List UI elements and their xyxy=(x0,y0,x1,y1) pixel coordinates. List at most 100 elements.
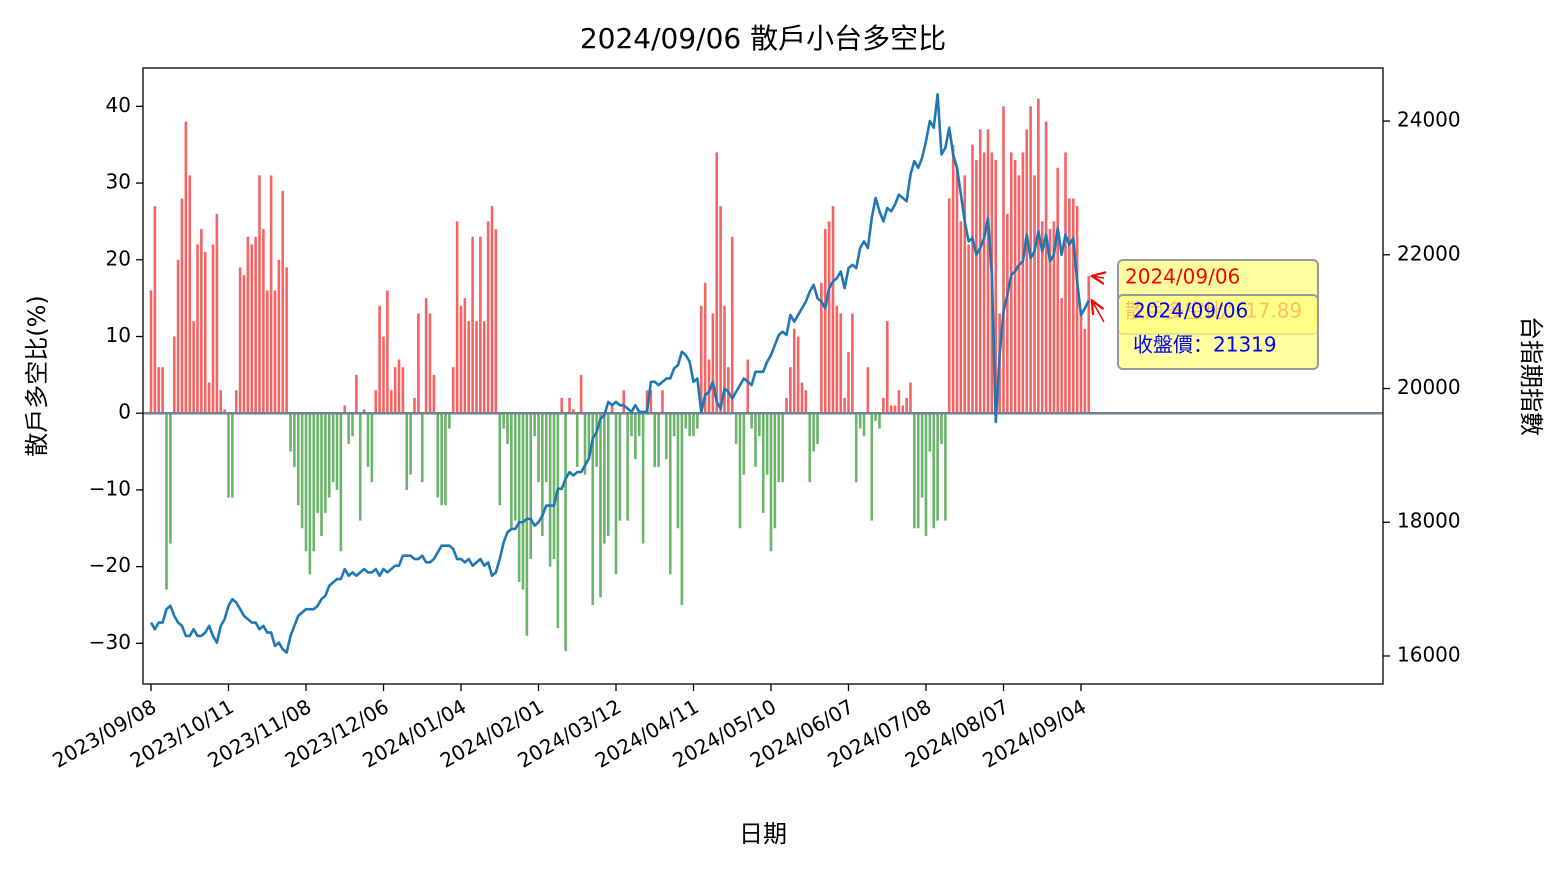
bar xyxy=(316,413,319,513)
bar xyxy=(874,413,877,421)
bar xyxy=(978,129,982,414)
bar xyxy=(343,405,347,414)
bar xyxy=(858,413,862,429)
bar xyxy=(327,413,331,498)
bar xyxy=(668,413,672,575)
bar xyxy=(494,229,498,414)
bar xyxy=(420,413,424,483)
bar xyxy=(994,160,998,414)
bar xyxy=(967,244,970,414)
bar xyxy=(723,305,726,414)
bar xyxy=(436,413,440,498)
bar xyxy=(1064,152,1067,414)
bar xyxy=(622,390,626,414)
bar xyxy=(1025,129,1029,414)
bar xyxy=(308,413,312,575)
y-tick-label: −10 xyxy=(89,476,131,500)
bar xyxy=(738,413,742,529)
annotation-arrow xyxy=(1092,276,1104,278)
bar xyxy=(758,413,761,437)
annotation-text: 收盤價：21319 xyxy=(1133,333,1277,357)
bar xyxy=(823,229,827,414)
bar xyxy=(715,152,719,414)
bar xyxy=(382,336,385,414)
bar xyxy=(331,413,335,483)
bar xyxy=(812,413,815,452)
y-tick-label: 20 xyxy=(106,246,131,270)
bar xyxy=(521,413,525,590)
y2-tick-label: 18000 xyxy=(1397,509,1461,533)
bar xyxy=(665,413,668,460)
bar xyxy=(885,321,889,414)
bar xyxy=(1006,213,1009,414)
bar xyxy=(816,413,819,444)
bar xyxy=(603,413,606,544)
bar xyxy=(653,413,657,467)
bar xyxy=(820,282,823,414)
bar xyxy=(765,413,769,475)
bar xyxy=(564,413,567,652)
bar xyxy=(324,413,327,513)
bar xyxy=(595,413,598,467)
bar xyxy=(1079,313,1083,414)
bar xyxy=(479,236,482,414)
bar xyxy=(533,413,536,437)
bar xyxy=(231,413,234,498)
bar xyxy=(847,351,850,414)
bar xyxy=(777,413,781,483)
chart-title: 2024/09/06 散戶小台多空比 xyxy=(580,22,946,55)
bar xyxy=(510,413,513,529)
bar xyxy=(378,305,381,414)
bar xyxy=(692,413,695,437)
bar xyxy=(211,244,215,414)
bar xyxy=(944,413,947,521)
bar xyxy=(273,290,277,414)
bar xyxy=(370,413,374,483)
bar xyxy=(657,413,660,467)
bar xyxy=(897,390,901,414)
bar xyxy=(928,413,932,452)
bar xyxy=(750,413,753,429)
price-line xyxy=(149,92,1090,654)
bar xyxy=(986,129,990,414)
bar xyxy=(467,321,471,414)
bar xyxy=(606,413,610,536)
bar xyxy=(506,413,509,444)
y2-tick-label: 22000 xyxy=(1397,241,1461,265)
bar xyxy=(583,413,587,475)
bar xyxy=(1048,229,1052,414)
bar xyxy=(742,413,746,475)
annotation-arrow xyxy=(1092,300,1105,323)
bar xyxy=(730,236,734,414)
bar xyxy=(684,413,688,429)
bar xyxy=(920,413,924,498)
y2-tick-label: 16000 xyxy=(1397,642,1461,666)
bar xyxy=(963,175,967,414)
bar xyxy=(1009,152,1013,414)
bar xyxy=(734,413,738,444)
y2-tick-label: 20000 xyxy=(1397,375,1461,399)
bar xyxy=(258,175,261,414)
bar xyxy=(800,382,804,414)
bar xyxy=(909,382,912,414)
bar xyxy=(432,374,436,414)
bar xyxy=(614,413,618,575)
x-axis-label: 日期 xyxy=(739,820,787,848)
bar xyxy=(1037,98,1040,414)
bar xyxy=(335,413,339,490)
bar xyxy=(637,413,641,437)
bar xyxy=(568,397,571,414)
bar xyxy=(1021,152,1025,414)
bar xyxy=(560,397,564,414)
bar xyxy=(971,144,974,414)
bar xyxy=(169,413,172,544)
bar xyxy=(219,390,223,414)
bar xyxy=(746,359,750,414)
annotation-box xyxy=(1117,294,1319,370)
bar xyxy=(618,413,622,521)
bar xyxy=(475,321,478,414)
bar xyxy=(831,206,835,414)
bar xyxy=(188,175,192,414)
bar xyxy=(362,409,366,414)
